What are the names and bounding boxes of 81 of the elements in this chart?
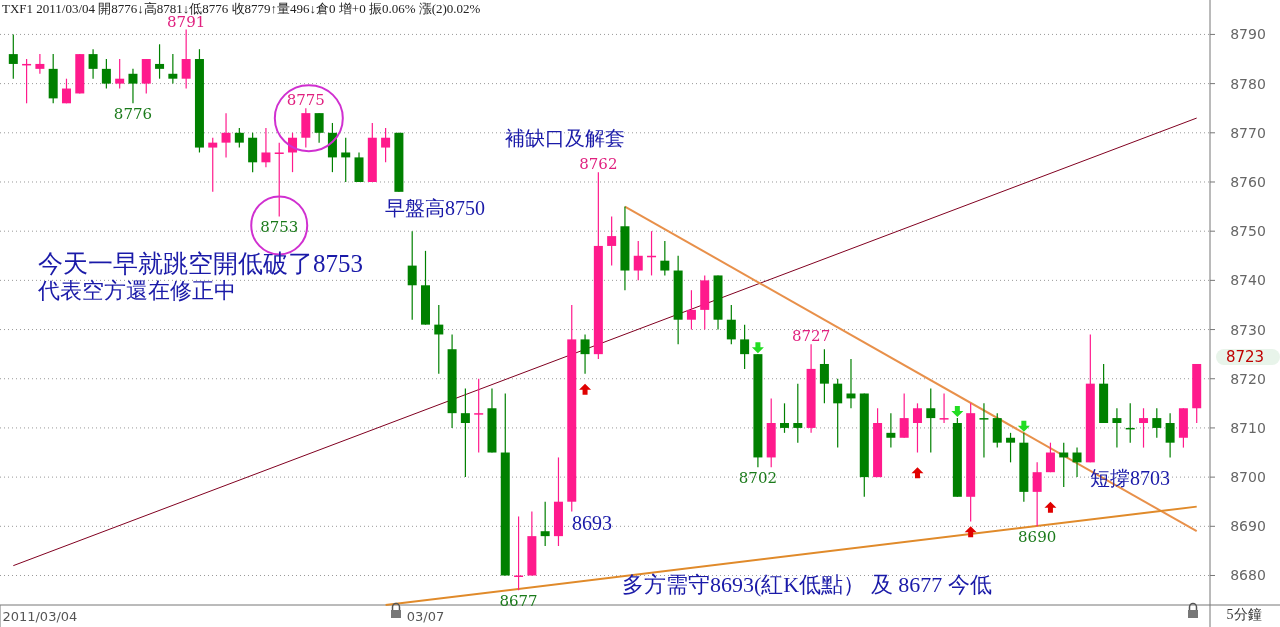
y-tick-label: 8740 [1230, 272, 1266, 289]
candlestick [939, 392, 949, 424]
candlestick [1112, 407, 1122, 449]
text: 8723 [1225, 348, 1265, 366]
candlestick [740, 324, 750, 370]
annotation: 補缺口及解套 [505, 127, 625, 149]
candlestick [434, 304, 444, 375]
candlestick [633, 240, 643, 281]
candlestick [341, 137, 351, 183]
candlestick [128, 68, 138, 104]
y-tick-label: 8760 [1230, 173, 1266, 190]
y-tick-label: 8720 [1230, 370, 1266, 387]
candlestick [912, 402, 922, 454]
candlestick [168, 53, 178, 85]
text: 8753 [260, 218, 299, 237]
candlestick [1072, 447, 1082, 478]
y-tick-label: 8710 [1230, 419, 1266, 436]
candlestick [274, 142, 284, 218]
candlestick [1006, 432, 1016, 463]
candlestick [793, 383, 803, 444]
candlestick [780, 402, 790, 434]
candlestick [899, 392, 909, 439]
chart-title: TXF1 2011/03/04 開8776↓高8781↓低8776 收8779↑量496↓倉0 增+0 振0.06% 漲(2)0.02% [2, 1, 481, 16]
candlestick [314, 112, 324, 144]
text: 5分鐘 [1226, 607, 1262, 622]
annotation: 8693 [572, 512, 612, 534]
annotation: 今天一早就跳空開低破了8753 [38, 250, 363, 277]
x-tick-label: 2011/03/04 [2, 609, 78, 624]
candlestick [607, 215, 617, 267]
candlestick [1032, 461, 1042, 527]
y-tick-label: 8750 [1230, 223, 1266, 240]
text: 8762 [579, 155, 618, 174]
x-tick-label: 03/07 [406, 609, 445, 624]
annotation: 代表空方還在修正中 [37, 278, 236, 303]
candlestick [1152, 407, 1162, 439]
y-tick-label: 8690 [1230, 518, 1266, 535]
text: 8677 [499, 592, 538, 611]
y-tick-label: 8770 [1230, 124, 1266, 141]
candlestick [1045, 442, 1055, 473]
text: 8727 [792, 327, 831, 346]
candlestick [926, 387, 936, 454]
candlestick [846, 358, 856, 409]
annotation: 早盤高8750 [385, 197, 485, 219]
y-tick-label: 8680 [1230, 567, 1266, 584]
candlestick [474, 378, 484, 454]
candlestick [1139, 407, 1149, 449]
candlestick [460, 387, 470, 478]
candlestick [979, 402, 989, 459]
text: 8776 [113, 105, 153, 124]
text: 8775 [286, 91, 325, 110]
candlestick [540, 501, 550, 547]
candlestick [8, 33, 18, 80]
candlestick [181, 28, 191, 90]
candlestick [819, 348, 829, 404]
candlestick [88, 48, 98, 80]
candlestick [580, 333, 590, 375]
y-tick-label: 8780 [1230, 75, 1266, 92]
text: 8702 [738, 469, 778, 488]
annotation: 多方需守8693(紅K低點） 及 8677 今低 [622, 572, 992, 597]
y-tick-label: 8730 [1230, 321, 1266, 338]
candlestick [886, 412, 896, 449]
y-tick-label: 8700 [1230, 469, 1266, 486]
candlestick [115, 58, 125, 90]
candlestick [234, 127, 244, 149]
y-tick-label: 8790 [1230, 26, 1266, 43]
candlestick [155, 43, 165, 80]
candlestick [61, 78, 71, 104]
text: 8690 [1018, 528, 1057, 547]
candlestick [381, 127, 391, 163]
candlestick [686, 289, 696, 331]
candlestick [726, 304, 736, 345]
candlestick [101, 58, 111, 90]
candlestick [514, 515, 524, 591]
candlestick [35, 53, 45, 75]
candlestick [833, 378, 843, 449]
candlestick [1165, 412, 1175, 459]
candlestick [221, 112, 231, 158]
candlestick [208, 137, 218, 193]
candlestick [261, 127, 271, 168]
candlestick [407, 230, 417, 321]
candlestick [660, 240, 670, 277]
